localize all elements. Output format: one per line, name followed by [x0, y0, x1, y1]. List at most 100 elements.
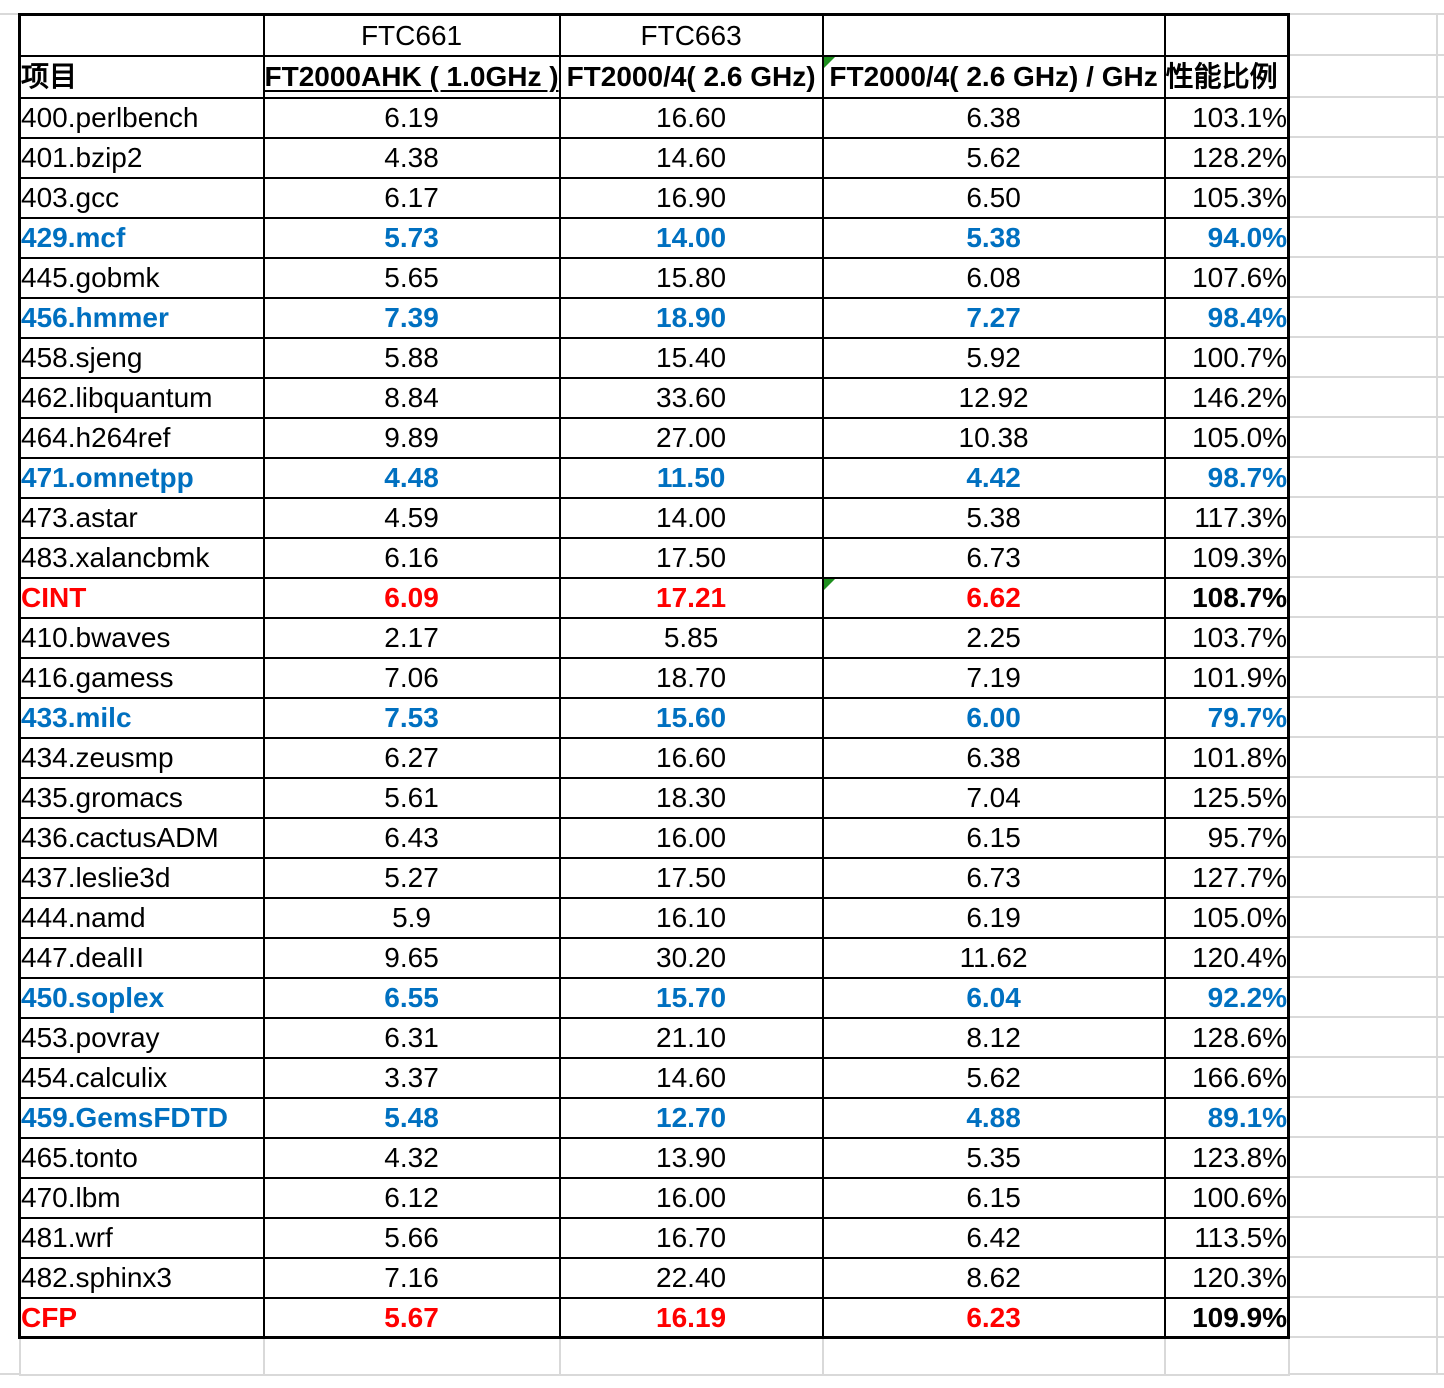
per-ghz-value-cell[interactable]: 6.19	[821, 896, 1166, 939]
empty-cell[interactable]	[821, 1336, 1166, 1376]
benchmark-name-cell[interactable]: CFP	[18, 1296, 265, 1339]
per-ghz-value-cell[interactable]: 6.38	[821, 736, 1166, 779]
per-ghz-value-cell[interactable]: 10.38	[821, 416, 1166, 459]
empty-cell[interactable]	[558, 1336, 824, 1376]
ftc661-value-cell[interactable]: 4.38	[262, 136, 561, 179]
empty-cell[interactable]	[262, 1336, 561, 1376]
ftc663-value-cell[interactable]: 5.85	[558, 616, 824, 659]
benchmark-name-cell[interactable]: 465.tonto	[18, 1136, 265, 1179]
ftc663-value-cell[interactable]: 15.40	[558, 336, 824, 379]
per-ghz-value-cell[interactable]: 6.04	[821, 976, 1166, 1019]
ftc663-value-cell[interactable]: 14.00	[558, 216, 824, 259]
ftc663-value-cell[interactable]: 33.60	[558, 376, 824, 419]
header-ftc663-cell[interactable]: FTC663	[558, 13, 824, 57]
per-ghz-header-cell[interactable]: FT2000/4( 2.6 GHz) / GHz	[821, 54, 1166, 99]
ratio-value-cell[interactable]: 120.4%	[1163, 936, 1291, 979]
ftc663-value-cell[interactable]: 12.70	[558, 1096, 824, 1139]
per-ghz-value-cell[interactable]: 6.15	[821, 1176, 1166, 1219]
ftc661-value-cell[interactable]: 7.53	[262, 696, 561, 739]
per-ghz-value-cell[interactable]: 5.38	[821, 496, 1166, 539]
ftc663-value-cell[interactable]: 21.10	[558, 1016, 824, 1059]
per-ghz-value-cell[interactable]: 4.88	[821, 1096, 1166, 1139]
items-header-cell[interactable]: 项目	[18, 54, 265, 99]
ftc661-value-cell[interactable]: 5.27	[262, 856, 561, 899]
benchmark-name-cell[interactable]: 462.libquantum	[18, 376, 265, 419]
benchmark-name-cell[interactable]: 453.povray	[18, 1016, 265, 1059]
ratio-value-cell[interactable]: 166.6%	[1163, 1056, 1291, 1099]
ratio-value-cell[interactable]: 100.6%	[1163, 1176, 1291, 1219]
benchmark-name-cell[interactable]: 436.cactusADM	[18, 816, 265, 859]
ftc661-value-cell[interactable]: 7.39	[262, 296, 561, 339]
ratio-value-cell[interactable]: 94.0%	[1163, 216, 1291, 259]
ftc663-value-cell[interactable]: 18.30	[558, 776, 824, 819]
ratio-value-cell[interactable]: 89.1%	[1163, 1096, 1291, 1139]
benchmark-name-cell[interactable]: 470.lbm	[18, 1176, 265, 1219]
per-ghz-value-cell[interactable]: 7.27	[821, 296, 1166, 339]
benchmark-name-cell[interactable]: 447.dealII	[18, 936, 265, 979]
per-ghz-value-cell[interactable]: 6.00	[821, 696, 1166, 739]
per-ghz-value-cell[interactable]: 6.50	[821, 176, 1166, 219]
per-ghz-value-cell[interactable]: 11.62	[821, 936, 1166, 979]
ratio-value-cell[interactable]: 117.3%	[1163, 496, 1291, 539]
ftc663-value-cell[interactable]: 17.50	[558, 536, 824, 579]
ratio-value-cell[interactable]: 109.3%	[1163, 536, 1291, 579]
benchmark-name-cell[interactable]: 403.gcc	[18, 176, 265, 219]
ftc661-value-cell[interactable]: 6.12	[262, 1176, 561, 1219]
ftc661-value-cell[interactable]: 6.31	[262, 1016, 561, 1059]
ratio-value-cell[interactable]: 101.8%	[1163, 736, 1291, 779]
ftc663-spec-header-cell[interactable]: FT2000/4( 2.6 GHz)	[558, 54, 824, 99]
ratio-value-cell[interactable]: 105.0%	[1163, 896, 1291, 939]
empty-cell[interactable]	[18, 1336, 265, 1376]
ftc661-value-cell[interactable]: 9.65	[262, 936, 561, 979]
ftc663-value-cell[interactable]: 17.50	[558, 856, 824, 899]
corner-empty-cell[interactable]	[18, 13, 265, 57]
benchmark-name-cell[interactable]: 433.milc	[18, 696, 265, 739]
ftc663-value-cell[interactable]: 15.70	[558, 976, 824, 1019]
per-ghz-value-cell[interactable]: 7.04	[821, 776, 1166, 819]
benchmark-name-cell[interactable]: 410.bwaves	[18, 616, 265, 659]
benchmark-name-cell[interactable]: 473.astar	[18, 496, 265, 539]
ratio-value-cell[interactable]: 107.6%	[1163, 256, 1291, 299]
ratio-value-cell[interactable]: 101.9%	[1163, 656, 1291, 699]
ftc663-value-cell[interactable]: 18.70	[558, 656, 824, 699]
per-ghz-value-cell[interactable]: 5.92	[821, 336, 1166, 379]
ftc661-value-cell[interactable]: 6.09	[262, 576, 561, 619]
ftc663-value-cell[interactable]: 16.60	[558, 96, 824, 139]
benchmark-name-cell[interactable]: 458.sjeng	[18, 336, 265, 379]
per-ghz-value-cell[interactable]: 6.23	[821, 1296, 1166, 1339]
ftc663-value-cell[interactable]: 11.50	[558, 456, 824, 499]
ftc661-value-cell[interactable]: 5.61	[262, 776, 561, 819]
per-ghz-value-cell[interactable]: 5.62	[821, 136, 1166, 179]
ftc663-value-cell[interactable]: 14.00	[558, 496, 824, 539]
benchmark-name-cell[interactable]: 456.hmmer	[18, 296, 265, 339]
per-ghz-value-cell[interactable]: 12.92	[821, 376, 1166, 419]
per-ghz-value-cell[interactable]: 8.12	[821, 1016, 1166, 1059]
benchmark-name-cell[interactable]: 454.calculix	[18, 1056, 265, 1099]
per-ghz-value-cell[interactable]: 6.38	[821, 96, 1166, 139]
ftc661-spec-header-cell[interactable]: FT2000AHK ( 1.0GHz )	[262, 54, 561, 99]
ftc661-value-cell[interactable]: 7.06	[262, 656, 561, 699]
benchmark-name-cell[interactable]: 434.zeusmp	[18, 736, 265, 779]
ftc663-value-cell[interactable]: 16.60	[558, 736, 824, 779]
benchmark-name-cell[interactable]: 416.gamess	[18, 656, 265, 699]
benchmark-name-cell[interactable]: 437.leslie3d	[18, 856, 265, 899]
ftc663-value-cell[interactable]: 14.60	[558, 1056, 824, 1099]
ftc663-value-cell[interactable]: 18.90	[558, 296, 824, 339]
ftc663-value-cell[interactable]: 27.00	[558, 416, 824, 459]
ratio-value-cell[interactable]: 79.7%	[1163, 696, 1291, 739]
benchmark-name-cell[interactable]: CINT	[18, 576, 265, 619]
benchmark-name-cell[interactable]: 471.omnetpp	[18, 456, 265, 499]
ftc663-value-cell[interactable]: 16.00	[558, 816, 824, 859]
ftc661-value-cell[interactable]: 5.88	[262, 336, 561, 379]
benchmark-name-cell[interactable]: 401.bzip2	[18, 136, 265, 179]
per-ghz-value-cell[interactable]: 5.38	[821, 216, 1166, 259]
per-ghz-value-cell[interactable]: 8.62	[821, 1256, 1166, 1299]
per-ghz-value-cell[interactable]: 7.19	[821, 656, 1166, 699]
per-ghz-value-cell[interactable]: 5.62	[821, 1056, 1166, 1099]
benchmark-name-cell[interactable]: 459.GemsFDTD	[18, 1096, 265, 1139]
ftc661-value-cell[interactable]: 7.16	[262, 1256, 561, 1299]
benchmark-name-cell[interactable]: 483.xalancbmk	[18, 536, 265, 579]
benchmark-name-cell[interactable]: 464.h264ref	[18, 416, 265, 459]
ftc661-value-cell[interactable]: 3.37	[262, 1056, 561, 1099]
ftc663-value-cell[interactable]: 13.90	[558, 1136, 824, 1179]
